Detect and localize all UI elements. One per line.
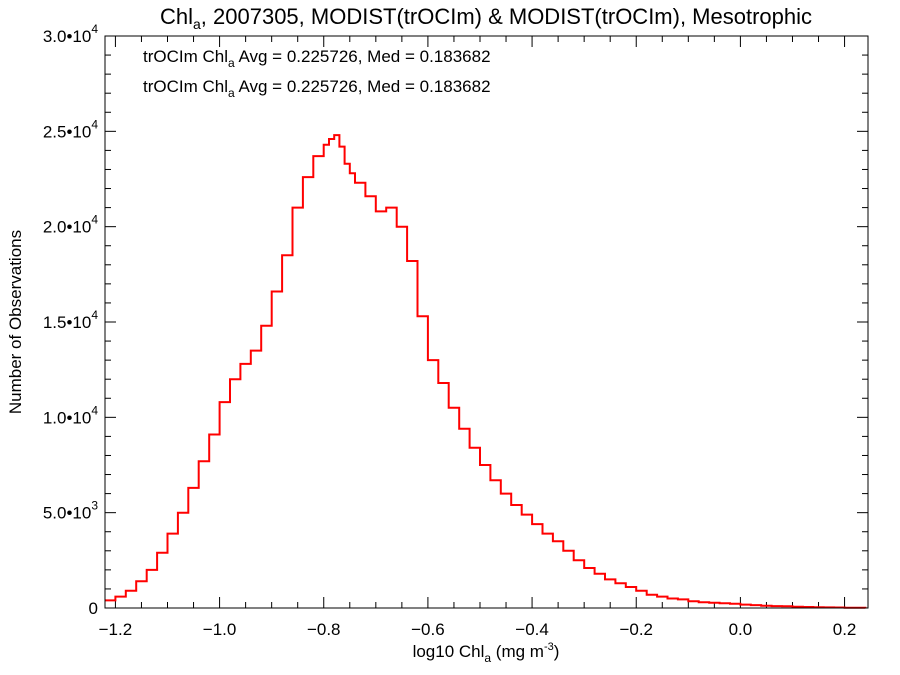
x-tick-label: −1.0 xyxy=(203,620,237,639)
histogram-series-line xyxy=(105,134,867,609)
y-tick-label: 1.0•104 xyxy=(43,403,99,427)
x-tick-label: −0.4 xyxy=(515,620,549,639)
axis-ticks xyxy=(105,35,868,609)
x-tick-label: −1.2 xyxy=(99,620,133,639)
legend-entry-red: trOCIm Chla Avg = 0.225726, Med = 0.1836… xyxy=(143,77,491,100)
y-tick-label: 1.5•104 xyxy=(43,308,99,332)
plot-frame xyxy=(104,35,869,609)
x-tick-labels: −1.2 −1.0 −0.8 −0.6 −0.4 −0.2 0.0 0.2 xyxy=(99,620,857,639)
y-tick-label: 2.0•104 xyxy=(43,213,99,237)
y-tick-label: 5.0•103 xyxy=(43,499,99,523)
y-tick-label: 0 xyxy=(89,599,98,618)
x-tick-label: 0.0 xyxy=(729,620,753,639)
x-axis-label: log10 Chla (mg m-3) xyxy=(413,641,560,665)
y-axis-label: Number of Observations xyxy=(6,230,25,414)
x-tick-label: −0.8 xyxy=(307,620,341,639)
y-tick-labels: 0 5.0•103 1.0•104 1.5•104 2.0•104 2.5•104 3.0•… xyxy=(43,22,99,618)
x-tick-label: −0.2 xyxy=(619,620,653,639)
x-tick-label: 0.2 xyxy=(833,620,857,639)
y-tick-label: 3.0•104 xyxy=(43,22,99,46)
x-tick-label: −0.6 xyxy=(411,620,445,639)
legend-entry-black: trOCIm Chla Avg = 0.225726, Med = 0.1836… xyxy=(143,47,491,70)
chart-title: Chla, 2007305, MODIST(trOCIm) & MODIST(t… xyxy=(160,4,812,32)
y-tick-label: 2.5•104 xyxy=(43,117,99,141)
